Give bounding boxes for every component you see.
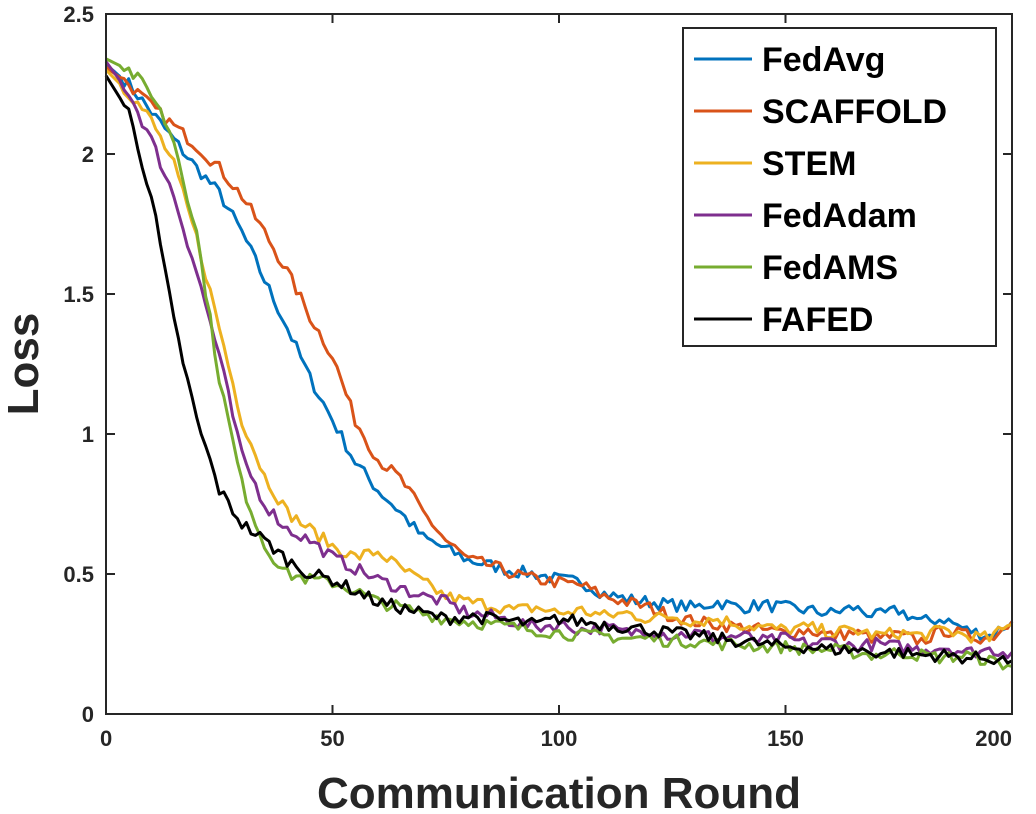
legend-entries: FedAvg SCAFFOLD STEM FedAdam FedAMS FAFED <box>694 41 947 339</box>
legend-entry-fedadam: FedAdam <box>694 197 917 235</box>
y-axis-label: Loss <box>0 313 48 416</box>
x-tick-label: 150 <box>767 726 804 751</box>
legend-entry-stem: STEM <box>694 145 856 183</box>
y-tick-label: 0 <box>82 702 94 727</box>
legend-entry-fedams: FedAMS <box>694 249 898 287</box>
x-tick-label: 50 <box>320 726 344 751</box>
tick-layer: 0 50 100 150 200 0 0.5 1 1.5 2 2.5 <box>63 2 1013 751</box>
series-line-fedavg <box>105 63 1014 641</box>
legend-entry-fafed: FAFED <box>694 301 873 339</box>
y-tick-label: 2.5 <box>63 2 94 27</box>
legend-entry-fedavg: FedAvg <box>694 41 885 79</box>
series-line-fafed <box>104 74 1013 666</box>
legend-label-fedavg: FedAvg <box>762 41 885 79</box>
legend-label-fafed: FAFED <box>762 301 873 339</box>
legend-label-fedadam: FedAdam <box>762 197 917 235</box>
x-tick-label: 100 <box>541 726 578 751</box>
legend-box <box>682 27 997 347</box>
series-line-stem <box>104 68 1013 644</box>
x-tick-label: 0 <box>100 726 112 751</box>
legend: FedAvg SCAFFOLD STEM FedAdam FedAMS FAFED <box>682 27 997 347</box>
y-tick-label: 1.5 <box>63 282 94 307</box>
y-tick-label: 0.5 <box>63 562 94 587</box>
legend-label-stem: STEM <box>762 145 856 183</box>
x-tick-label: 200 <box>975 726 1012 751</box>
series-layer <box>104 57 1014 671</box>
x-axis-label: Communication Round <box>317 769 801 814</box>
y-tick-label: 2 <box>82 142 94 167</box>
legend-label-fedams: FedAMS <box>762 249 898 287</box>
y-tick-label: 1 <box>82 422 94 447</box>
legend-entry-scaffold: SCAFFOLD <box>694 93 947 131</box>
series-line-fedams <box>105 57 1013 671</box>
legend-label-scaffold: SCAFFOLD <box>762 93 947 131</box>
plot-frame <box>105 13 1013 715</box>
